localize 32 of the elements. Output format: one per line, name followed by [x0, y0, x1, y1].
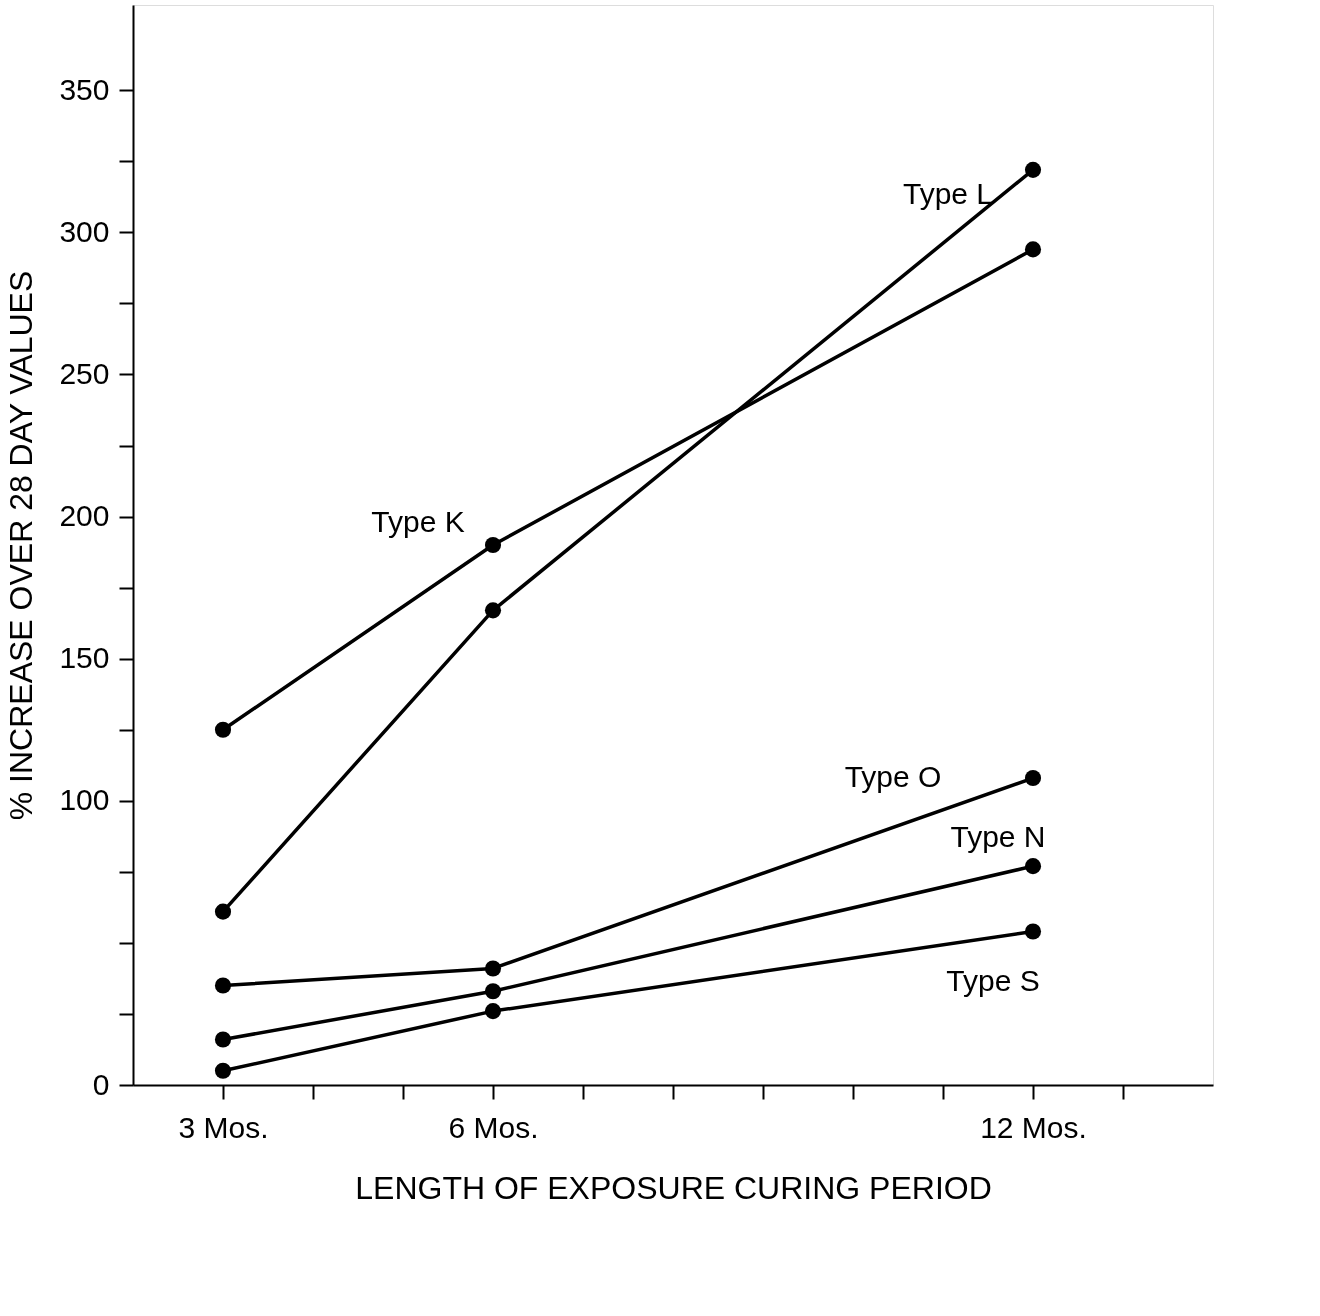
- point: [1024, 923, 1042, 940]
- series-label: Type S: [946, 963, 1040, 997]
- point: [484, 983, 502, 1000]
- series-label: Type L: [902, 176, 994, 210]
- x-tick-label: 3 Mos.: [178, 1110, 269, 1144]
- y-axis-title: % INCREASE OVER 28 DAY VALUES: [3, 270, 40, 821]
- point: [214, 721, 232, 738]
- series-label: Type O: [844, 760, 942, 794]
- point: [484, 602, 502, 619]
- point: [214, 1031, 232, 1048]
- y-tick-label: 0: [92, 1067, 110, 1101]
- point: [484, 1003, 502, 1020]
- y-tick-label: 100: [59, 783, 110, 817]
- y-tick-label: 300: [59, 214, 110, 248]
- x-tick-label: 12 Mos.: [980, 1110, 1087, 1144]
- point: [214, 977, 232, 994]
- x-axis-title: LENGTH OF EXPOSURE CURING PERIOD: [355, 1169, 992, 1206]
- series-label: Type K: [371, 505, 465, 538]
- y-tick-label: 200: [59, 499, 110, 533]
- y-tick-label: 250: [59, 356, 110, 390]
- series-label: Type N: [950, 820, 1046, 854]
- point: [484, 536, 502, 554]
- y-tick-label: 350: [59, 72, 110, 106]
- point: [214, 903, 232, 920]
- point: [1024, 770, 1042, 787]
- point: [214, 1062, 232, 1079]
- point: [1024, 858, 1042, 875]
- y-tick-label: 150: [59, 641, 110, 675]
- point: [484, 960, 502, 977]
- x-tick-label: 6 Mos.: [448, 1110, 539, 1144]
- point: [1024, 161, 1042, 178]
- point: [1024, 241, 1042, 258]
